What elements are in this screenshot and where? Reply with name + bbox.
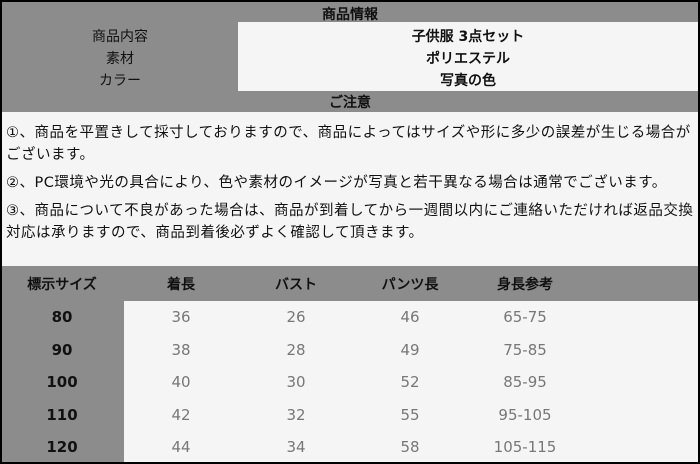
measure-cell: 52 (400, 373, 420, 391)
measure-cell: 36 (171, 308, 191, 326)
header-height: 身長参考 (497, 277, 553, 293)
measure-cell: 75-85 (503, 340, 547, 359)
size-cell: 120 (46, 438, 78, 456)
label-color: カラー (99, 73, 141, 89)
header-bust: バスト (275, 277, 317, 293)
label-contents: 商品内容 (92, 29, 148, 45)
size-cell: 80 (51, 308, 73, 326)
value-contents: 子供服 3点セット (411, 29, 525, 45)
measure-cell: 55 (400, 405, 420, 424)
measure-cell: 44 (171, 438, 191, 456)
value-material: ポリエステル (426, 51, 510, 67)
table-row: 90 38 28 49 75-85 (2, 334, 698, 366)
label-material: 素材 (106, 51, 134, 67)
measure-cell: 32 (286, 405, 306, 424)
size-table-header: 標示サイズ 着長 バスト パンツ長 身長参考 (2, 266, 698, 301)
size-cell: 90 (51, 340, 73, 359)
measure-cell: 30 (286, 373, 306, 391)
product-info-values: 子供服 3点セット ポリエステル 写真の色 (238, 22, 698, 91)
measure-cell: 26 (286, 308, 306, 326)
table-row: 120 44 34 58 105-115 (2, 431, 698, 463)
measure-cell: 105-115 (493, 438, 557, 456)
measure-cell: 85-95 (503, 373, 547, 391)
notice-title: ご注意 (329, 95, 371, 111)
product-info-title: 商品情報 (322, 7, 378, 23)
header-length: 着長 (167, 277, 195, 293)
table-row: 80 36 26 46 65-75 (2, 301, 698, 333)
size-cell: 100 (46, 373, 78, 391)
notice-item: ③、商品について不良があった場合は、商品が到着してから一週間以内にご連絡いただけ… (6, 203, 694, 241)
table-row: 100 40 30 52 85-95 (2, 366, 698, 398)
notice-item: ②、PC環境や光の具合により、色や素材のイメージが写真と若干異なる場合は通常でご… (6, 175, 667, 191)
measure-cell: 65-75 (503, 308, 547, 326)
measure-cell: 40 (171, 373, 191, 391)
measure-cell: 58 (400, 438, 420, 456)
value-color: 写真の色 (440, 73, 496, 89)
header-size: 標示サイズ (27, 277, 97, 293)
size-table-body (124, 301, 698, 462)
measure-cell: 34 (286, 438, 306, 456)
measure-cell: 49 (400, 340, 420, 359)
size-cell: 110 (46, 405, 78, 424)
measure-cell: 42 (171, 405, 191, 424)
measure-cell: 28 (286, 340, 306, 359)
table-row: 110 42 32 55 95-105 (2, 399, 698, 431)
measure-cell: 38 (171, 340, 191, 359)
notice-list: ①、商品を平置きして採寸しておりますので、商品によってはサイズや形に多少の誤差が… (2, 112, 698, 266)
measure-cell: 46 (400, 308, 420, 326)
notice-item: ①、商品を平置きして採寸しておりますので、商品によってはサイズや形に多少の誤差が… (6, 125, 691, 163)
measure-cell: 95-105 (498, 405, 552, 424)
header-pants-length: パンツ長 (381, 277, 439, 293)
